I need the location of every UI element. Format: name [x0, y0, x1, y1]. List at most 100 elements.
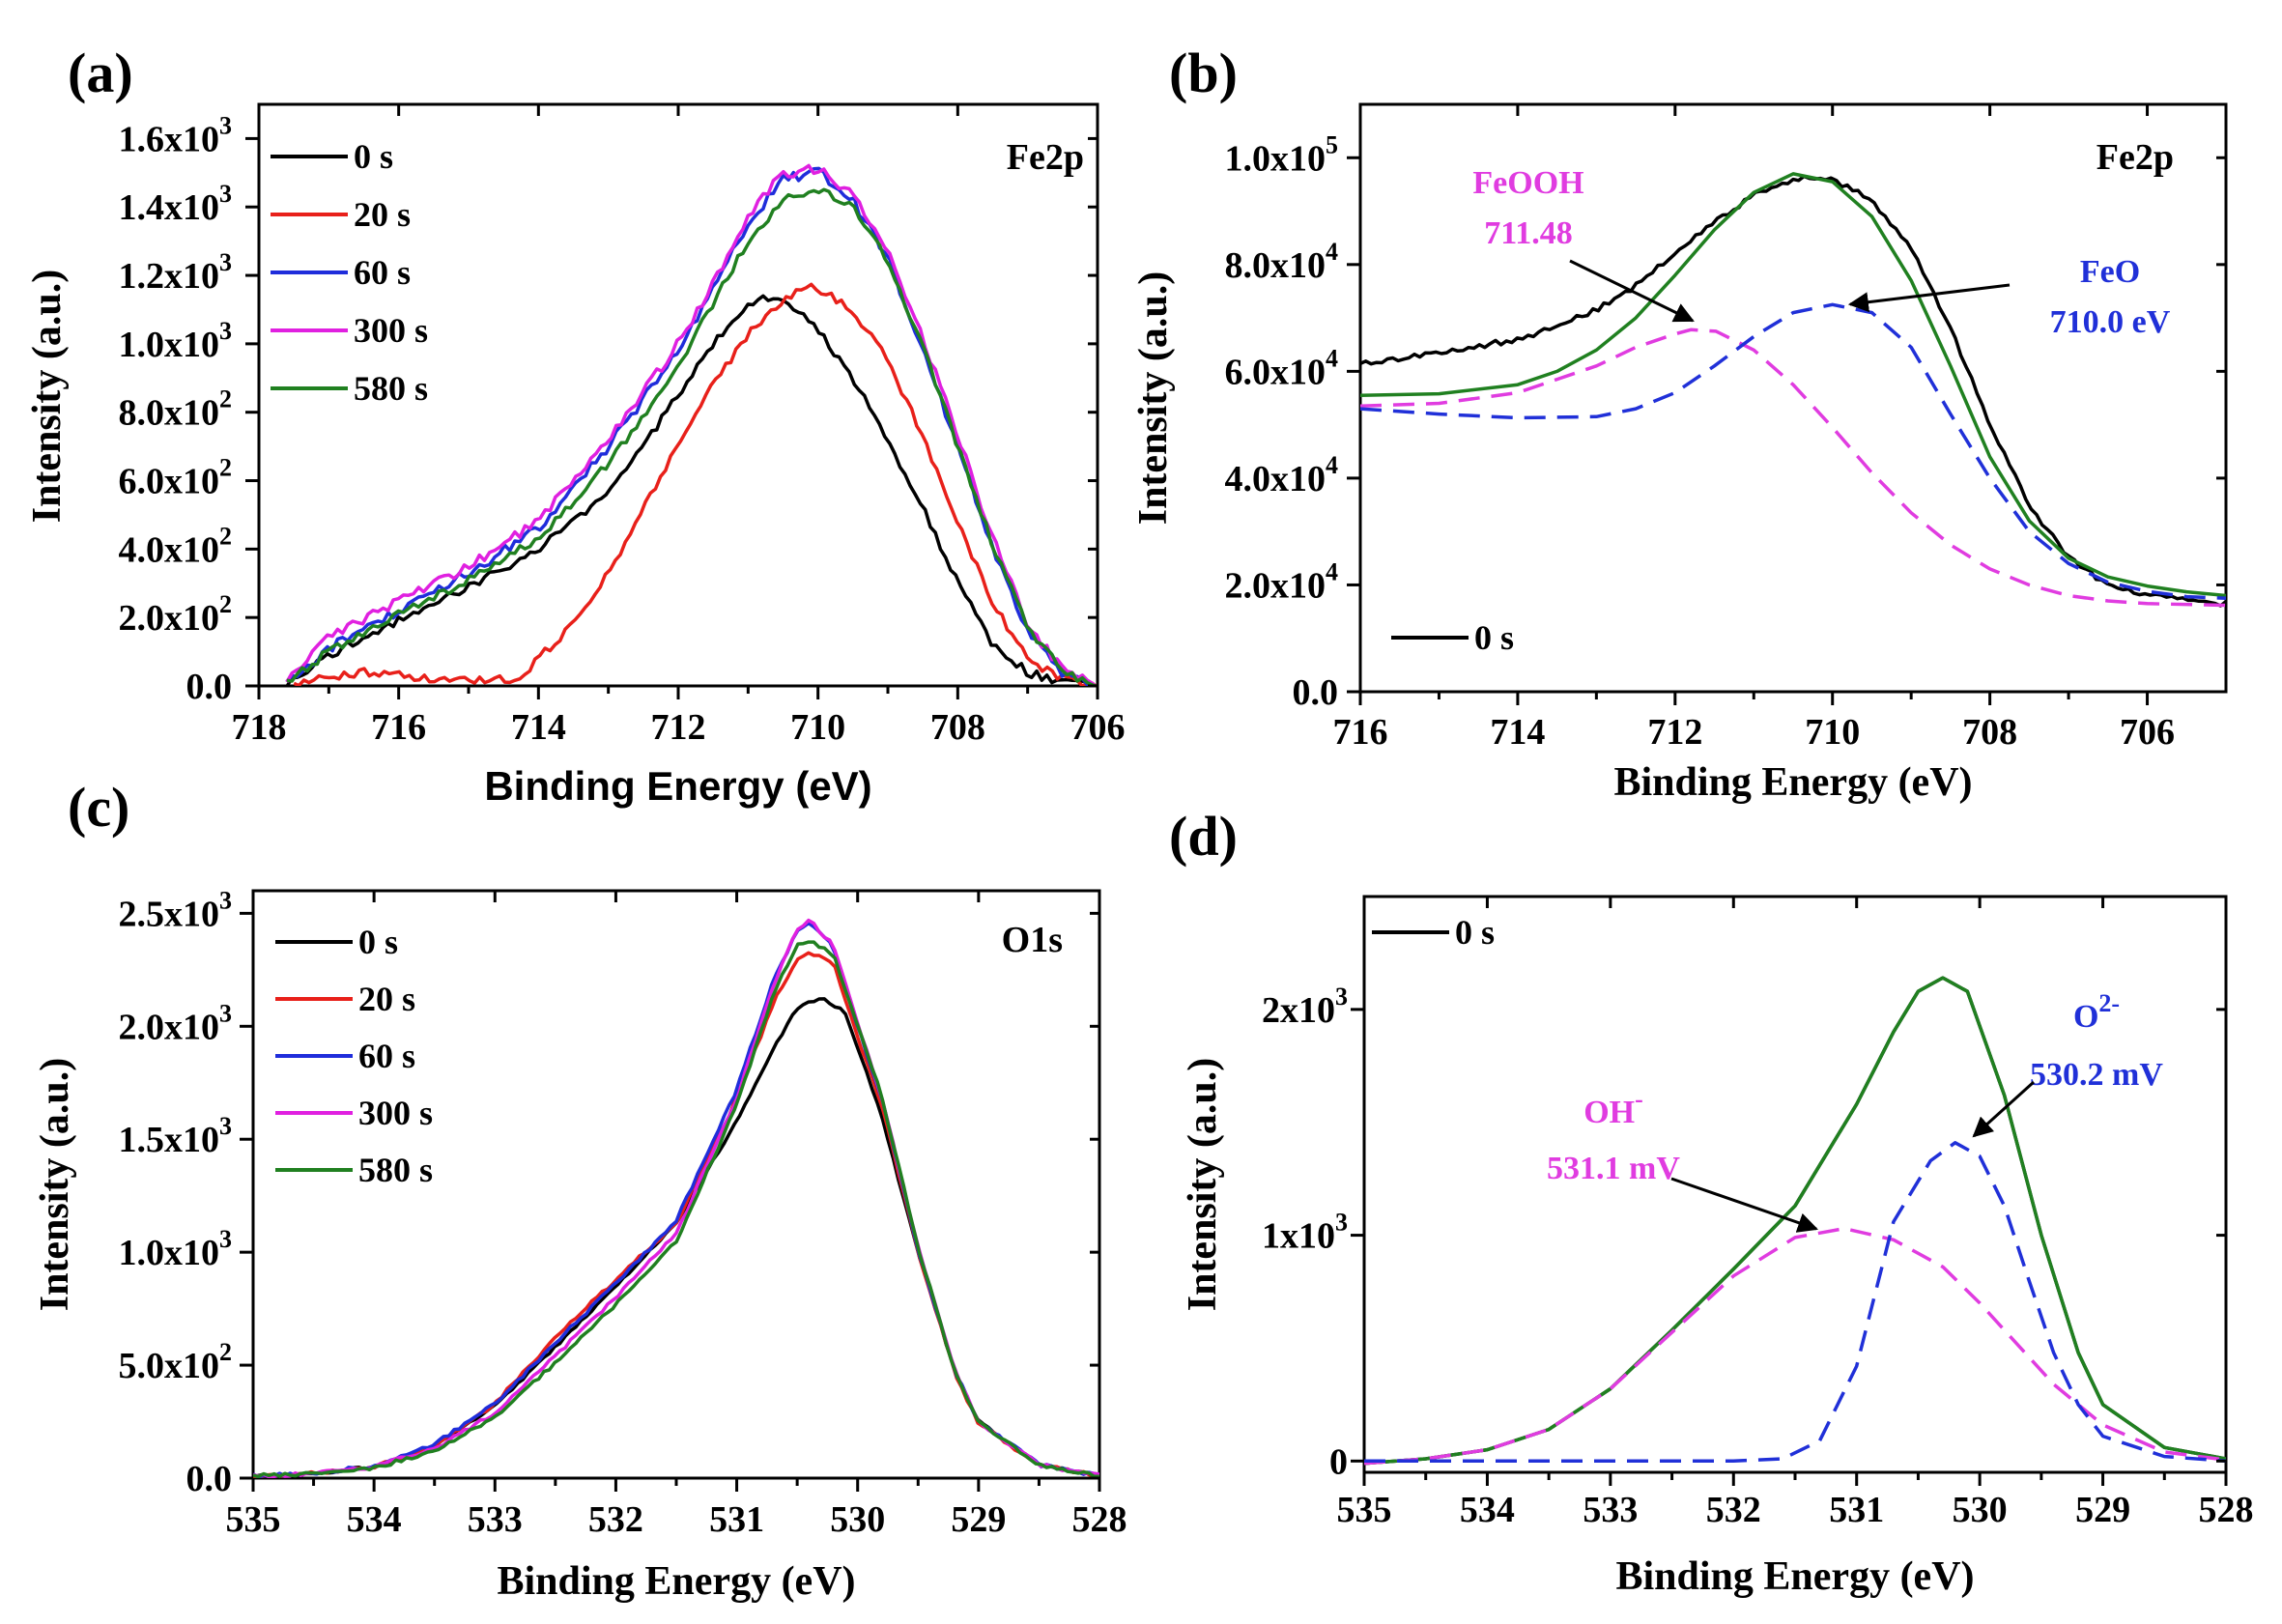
tick-group: 716 714 712 710 708 706 0.0 2.0x104 4.0x104 6.0x1… — [1225, 104, 2226, 753]
annotation-group: OH- 531.1 mV O2- 530.2 mV — [1547, 989, 2163, 1233]
x-tick-label: 718 — [232, 707, 287, 748]
x-tick-label: 528 — [1072, 1499, 1127, 1540]
y-axis-label: Intensity (a.u.) — [1131, 271, 1176, 526]
series-group — [1364, 976, 2226, 1466]
x-tick-label: 712 — [1647, 712, 1702, 753]
y-tick-label: 4.0x102 — [119, 522, 233, 570]
legend-label: 60 s — [354, 253, 411, 292]
x-tick-label: 712 — [651, 707, 706, 748]
series-line-0-s — [1360, 174, 2226, 608]
x-tick-label: 532 — [1706, 1490, 1761, 1530]
tick-group: 535 534 533 532 531 530 529 528 0.0 5.0x102 1.0x10… — [119, 886, 1127, 1540]
annotation-label: O2- — [2073, 989, 2120, 1035]
x-tick-label: 533 — [468, 1499, 523, 1540]
x-tick-label: 716 — [371, 707, 426, 748]
legend: 0 s — [1391, 618, 1514, 657]
series-group — [285, 163, 1098, 686]
corner-label: Fe2p — [1007, 137, 1084, 178]
x-axis-label: Binding Energy (eV) — [1613, 760, 1972, 805]
x-tick-label: 530 — [830, 1499, 885, 1540]
x-tick-label: 528 — [2199, 1490, 2254, 1530]
x-tick-label: 710 — [790, 707, 845, 748]
legend-label: 580 s — [354, 369, 428, 408]
y-tick-label: 2x103 — [1262, 983, 1348, 1031]
x-tick-label: 706 — [1070, 707, 1126, 748]
series-line-580-s — [286, 187, 1098, 686]
corner-label: O1s — [1002, 920, 1063, 960]
annotation-arrow — [1670, 1177, 1818, 1233]
series-line-300-s — [285, 163, 1098, 686]
y-tick-label: 5.0x102 — [119, 1338, 233, 1386]
x-tick-label: 529 — [2075, 1490, 2130, 1530]
y-tick-label: 2.0x104 — [1225, 557, 1339, 606]
y-axis-label: Intensity (a.u.) — [33, 1058, 77, 1312]
x-tick-label: 714 — [511, 707, 566, 748]
x-tick-label: 534 — [1460, 1490, 1515, 1530]
y-tick-label: 0.0 — [186, 1459, 233, 1499]
series-line-o2- — [1364, 1141, 2226, 1464]
y-tick-label: 1.4x103 — [119, 180, 233, 228]
y-tick-label: 6.0x102 — [119, 454, 233, 502]
y-tick-label: 1x103 — [1262, 1209, 1348, 1257]
legend-label: 20 s — [358, 980, 415, 1018]
y-tick-label: 1.0x103 — [119, 317, 233, 365]
x-axis-label: Binding Energy (eV) — [1615, 1554, 1974, 1599]
legend-label: 60 s — [358, 1037, 415, 1075]
x-tick-label: 533 — [1583, 1490, 1638, 1530]
x-axis-label: Binding Energy (eV) — [497, 1559, 855, 1604]
x-tick-label: 530 — [1953, 1490, 2008, 1530]
series-line-20-s — [253, 951, 1099, 1478]
legend-label: 300 s — [354, 311, 428, 350]
y-tick-label: 4.0x104 — [1225, 451, 1339, 499]
annotation-label: 711.48 — [1484, 215, 1573, 251]
annotation-label: OH- — [1583, 1085, 1643, 1130]
y-tick-label: 1.0x103 — [119, 1225, 233, 1273]
y-tick-label: 0.0 — [1293, 672, 1339, 713]
tick-group: 535 534 533 532 531 530 529 528 0 1x103 2x103 — [1262, 897, 2254, 1530]
annotation-group: FeOOH 711.48 FeO 710.0 eV — [1472, 165, 2170, 340]
y-tick-label: 0.0 — [186, 667, 233, 707]
y-axis-label: Intensity (a.u.) — [1181, 1058, 1225, 1312]
x-tick-label: 535 — [1337, 1490, 1392, 1530]
chart-panel-b: 716 714 712 710 708 706 0.0 2.0x104 4.0x104 6.0x1… — [1131, 102, 2228, 805]
legend-label: 0 s — [354, 137, 393, 176]
annotation-label: 530.2 mV — [2030, 1057, 2163, 1093]
y-tick-label: 2.5x103 — [119, 886, 233, 934]
x-tick-label: 708 — [930, 707, 985, 748]
plot-frame — [1362, 895, 2228, 1474]
x-tick-label: 529 — [951, 1499, 1006, 1540]
y-axis-label: Intensity (a.u.) — [25, 270, 70, 524]
annotation-label: FeOOH — [1472, 165, 1583, 201]
x-tick-label: 531 — [709, 1499, 764, 1540]
y-tick-label: 1.2x103 — [119, 248, 233, 297]
x-axis-label: Binding Energy (eV) — [484, 763, 871, 809]
tick-group: 718 716 714 712 710 708 706 0.0 2.0x102 4.0x102 6.… — [119, 104, 1126, 748]
series-group — [253, 918, 1099, 1478]
x-tick-label: 534 — [347, 1499, 402, 1540]
y-tick-label: 8.0x104 — [1225, 238, 1339, 286]
y-tick-label: 1.6x103 — [119, 111, 233, 159]
series-line-fit — [1360, 172, 2226, 598]
legend: 0 s 20 s 60 s 300 s 580 s — [275, 923, 433, 1189]
series-line-feo — [1360, 302, 2226, 601]
y-tick-label: 6.0x104 — [1225, 344, 1339, 392]
series-line-feooh — [1360, 328, 2226, 608]
series-line-fit — [1364, 976, 2226, 1466]
legend-label: 0 s — [1474, 618, 1514, 657]
legend-label: 300 s — [358, 1094, 433, 1132]
x-tick-label: 531 — [1829, 1490, 1884, 1530]
legend-label: 20 s — [354, 195, 411, 234]
legend: 0 s 20 s 60 s 300 s 580 s — [271, 137, 428, 408]
annotation-arrow — [1569, 259, 1695, 323]
x-tick-label: 708 — [1962, 712, 2017, 753]
y-tick-label: 0 — [1329, 1441, 1348, 1482]
series-group — [1360, 172, 2226, 608]
plot-frame — [1358, 102, 2228, 694]
y-tick-label: 8.0x102 — [119, 385, 233, 434]
y-tick-label: 1.0x105 — [1225, 130, 1339, 179]
panel-label: (a) — [68, 42, 133, 104]
panel-label: (d) — [1169, 805, 1238, 868]
series-line-580-s — [253, 940, 1099, 1478]
x-tick-label: 532 — [588, 1499, 643, 1540]
